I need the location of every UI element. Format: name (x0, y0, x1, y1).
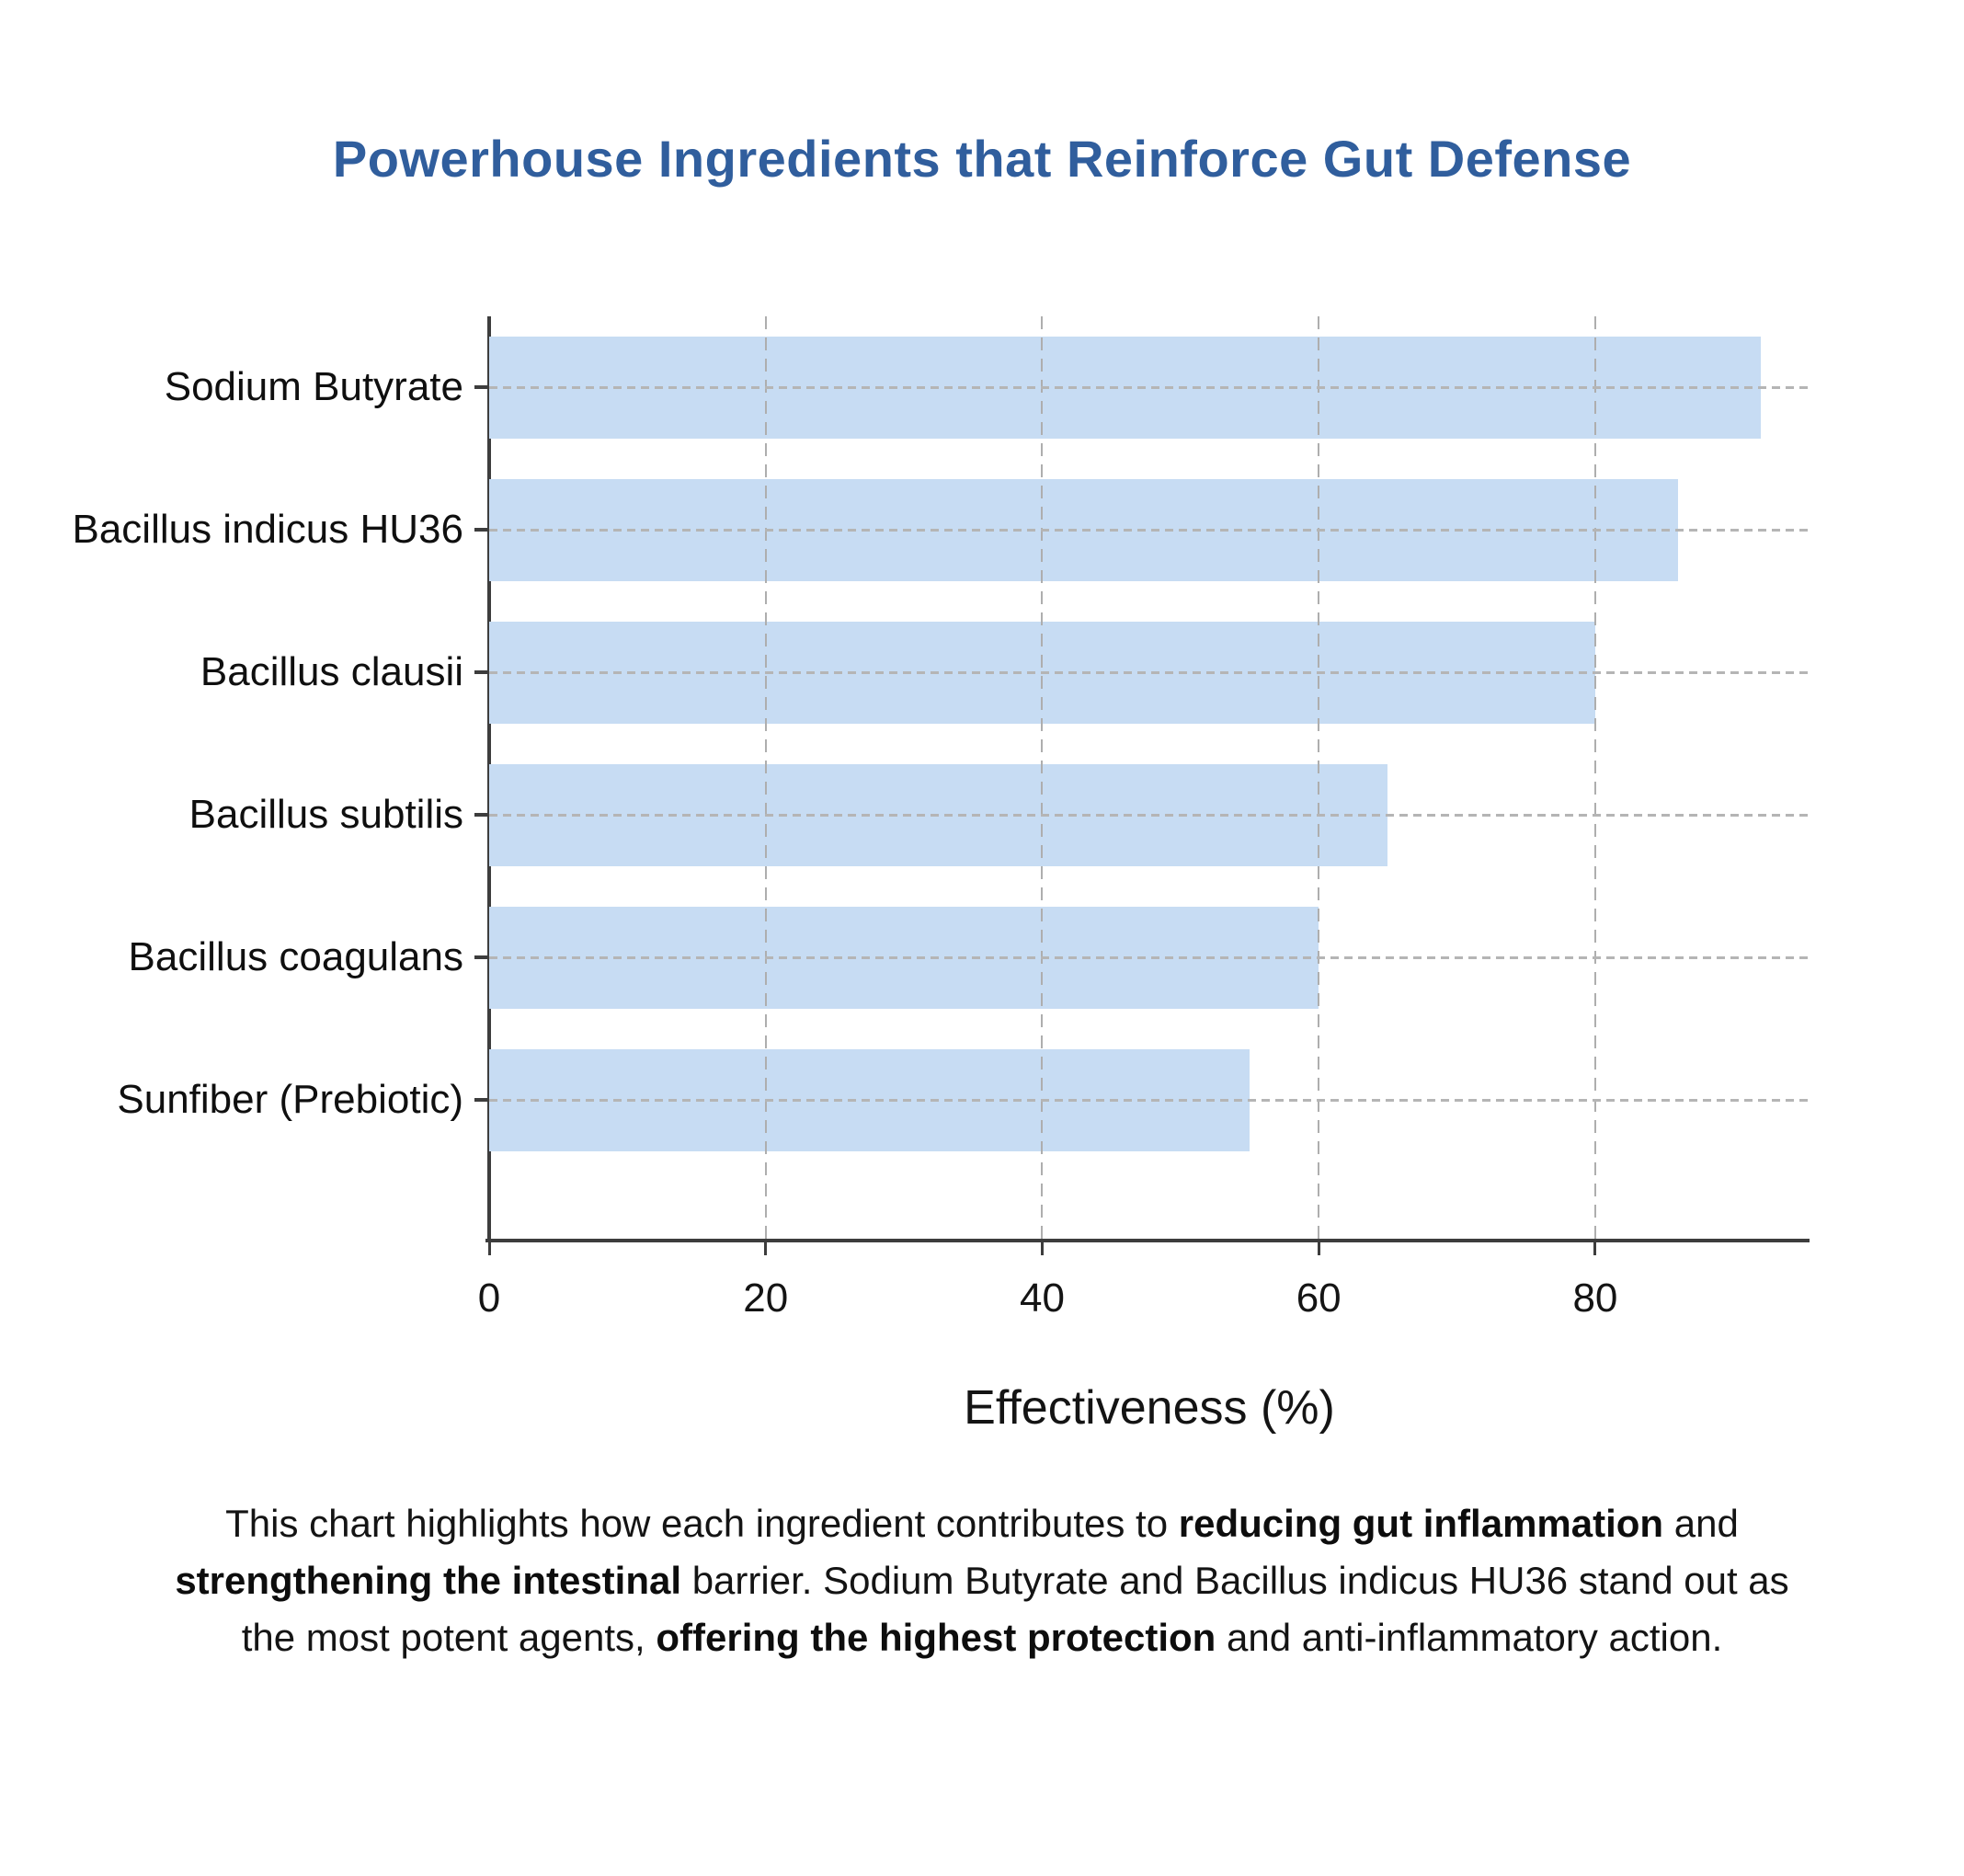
caption-segment: This chart highlights how each ingredien… (225, 1502, 1179, 1545)
plot-area: Effectiveness (%) 0 20 40 60 80 Sodium Butyra… (72, 316, 1810, 1435)
chart-title: Powerhouse Ingredients that Reinforce Gu… (332, 130, 1632, 188)
x-tick-80 (1593, 1241, 1597, 1255)
y-tick (474, 813, 489, 817)
y-axis-label: Bacillus indicus HU36 (72, 507, 463, 552)
x-axis-tick-label: 60 (1296, 1275, 1342, 1321)
row-dotted-gridline (489, 1098, 1810, 1102)
x-axis-tick-label: 80 (1572, 1275, 1618, 1321)
x-axis-tick-label: 0 (477, 1275, 501, 1321)
y-axis-label: Bacillus clausii (200, 649, 463, 694)
x-tick-20 (764, 1241, 768, 1255)
y-tick (474, 955, 489, 959)
y-tick (474, 528, 489, 532)
x-tick-40 (1040, 1241, 1044, 1255)
x-axis-line (485, 1239, 1810, 1242)
caption-segment: and anti-inflammatory action. (1216, 1616, 1723, 1660)
y-tick (474, 1098, 489, 1102)
row-dotted-gridline (489, 385, 1810, 389)
y-axis-label: Bacillus coagulans (128, 934, 463, 979)
x-axis-tick-label: 20 (743, 1275, 789, 1321)
row-dotted-gridline (489, 955, 1810, 959)
y-axis-label: Bacillus subtilis (188, 792, 463, 837)
gridline-x-20 (764, 316, 767, 1241)
caption-segment-bold: offering the highest protection (656, 1616, 1216, 1660)
y-tick (474, 670, 489, 674)
gridline-x-60 (1318, 316, 1320, 1241)
caption-segment-bold: strengthening the intestinal (175, 1559, 682, 1603)
y-axis-label: Sodium Butyrate (164, 364, 463, 409)
caption-segment-bold: reducing gut inflammation (1178, 1502, 1664, 1545)
caption-segment: and (1663, 1502, 1739, 1545)
x-axis-tick-label: 40 (1019, 1275, 1065, 1321)
row-dotted-gridline (489, 813, 1810, 817)
x-tick-60 (1317, 1241, 1320, 1255)
y-axis-label: Sunfiber (Prebiotic) (117, 1077, 463, 1122)
gridline-x-80 (1593, 316, 1596, 1241)
gridline-x-40 (1041, 316, 1044, 1241)
caption-text: This chart highlights how each ingredien… (145, 1495, 1819, 1666)
row-dotted-gridline (489, 528, 1810, 532)
caption-segment: barrier. Sodium Butyrate and Bacillus in… (241, 1559, 1789, 1660)
row-dotted-gridline (489, 670, 1810, 674)
x-axis-title: Effectiveness (%) (964, 1381, 1335, 1435)
y-tick (474, 385, 489, 389)
x-tick-0 (487, 1241, 491, 1255)
